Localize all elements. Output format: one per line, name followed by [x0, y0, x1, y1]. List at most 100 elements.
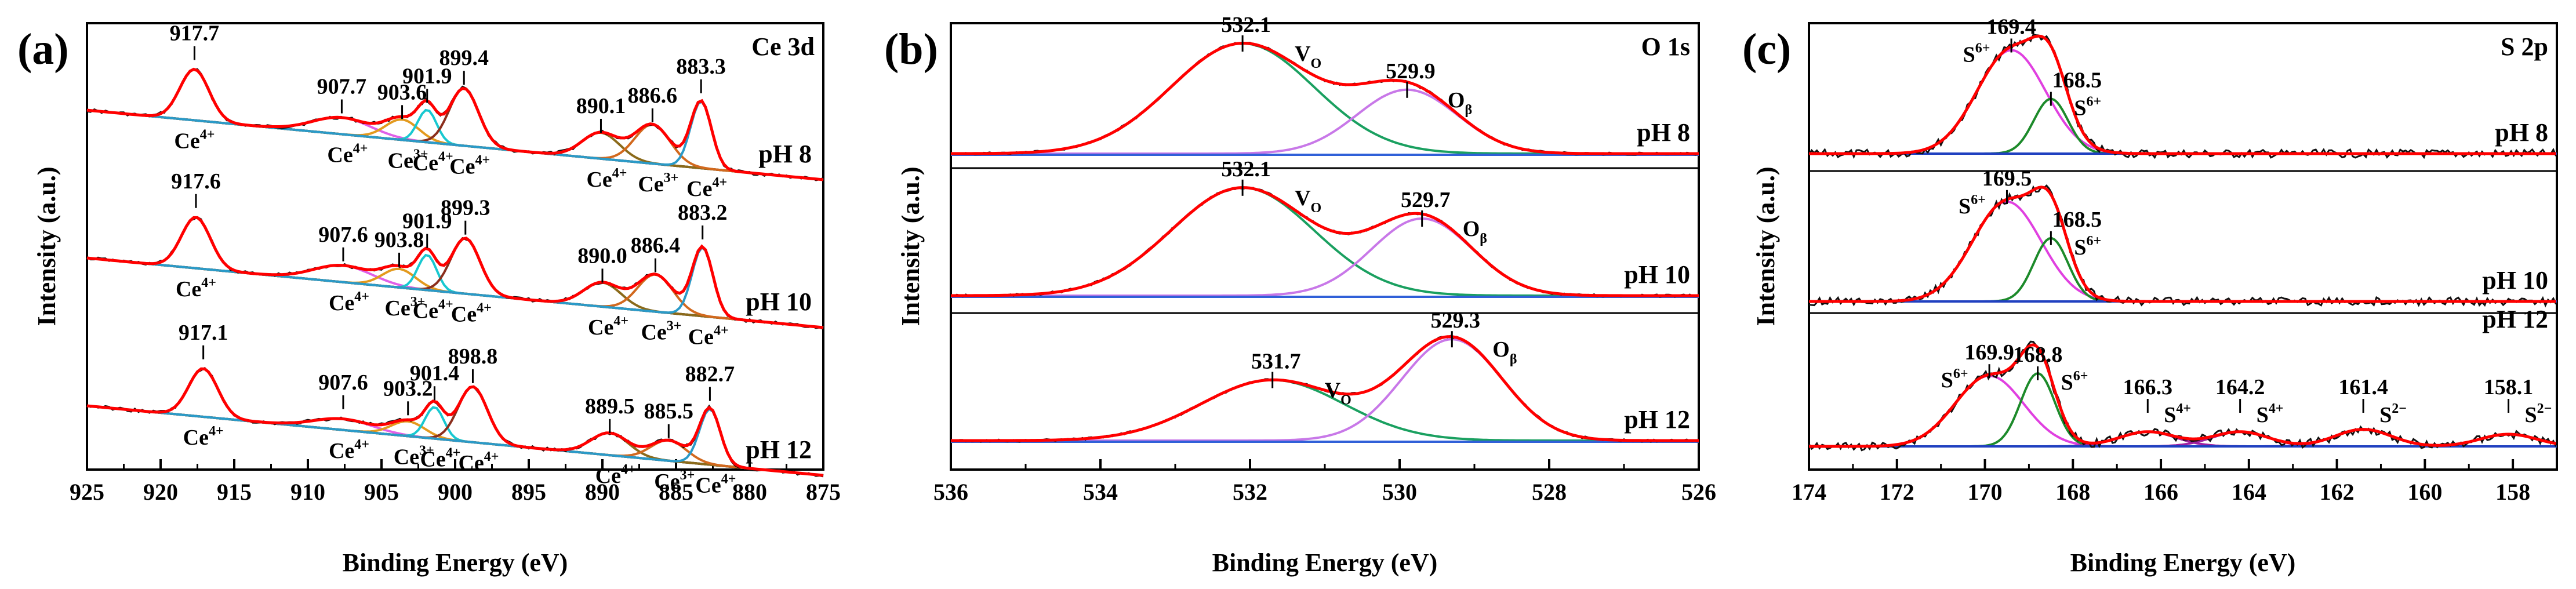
- panel-c-component-peak: [1809, 49, 2556, 155]
- panel-c-ph-label: pH 10: [2482, 266, 2548, 294]
- panel-b-tick-label: 534: [1083, 479, 1118, 505]
- panel-b-envelope: [950, 186, 1699, 297]
- panel-c-raw-data: [1808, 33, 2557, 159]
- panel-a-peak-label: 890.0: [577, 243, 627, 268]
- panel-a-species-label: Ce4+: [458, 449, 499, 475]
- panel-c-peak-label: 168.5: [2052, 68, 2102, 93]
- panel-b-ph-label: pH 10: [1624, 260, 1690, 289]
- panel-a-envelope: [86, 367, 824, 477]
- panel-a-species-label: Ce4+: [449, 152, 490, 179]
- panel-c-peak-label: 169.4: [1986, 15, 2036, 39]
- panel-a-peak-label: 890.1: [576, 94, 626, 118]
- panel-c-component-peak: [1809, 237, 2556, 303]
- panel-a-species-label: Ce4+: [586, 166, 627, 192]
- panel-a-species-label: Ce4+: [420, 446, 460, 472]
- panel-c-tick-label: 160: [2407, 479, 2442, 505]
- panel-a-species-label: Ce3+: [638, 170, 678, 197]
- panel-b-tick-label: 526: [1681, 479, 1716, 505]
- panel-b-tick-label: 528: [1532, 479, 1567, 505]
- panel-c-component-peak: [1809, 97, 2556, 155]
- panel-c-ph-label: pH 12: [2482, 305, 2548, 333]
- panel-a-tick-label: 900: [438, 479, 473, 505]
- panel-a-peak-label: 899.3: [441, 196, 491, 220]
- panel-a-peak-label: 899.4: [439, 46, 489, 70]
- panel-a-ce3d: 925 920 915 910 905 900 895 890 885 880 875 917.7 Ce…: [17, 21, 841, 577]
- panel-b-series-1: 532.1 VO 529.9 Oβ pH 8: [950, 13, 1699, 156]
- panel-a-species-label: Ce4+: [413, 297, 453, 323]
- panel-a-species-label: Ce3+: [394, 443, 434, 469]
- panel-b-label: (b): [884, 25, 938, 74]
- panel-c-species-label: S2−: [2525, 401, 2552, 427]
- panel-c-title: S 2p: [2501, 32, 2548, 61]
- panel-c-species-label: S6+: [2061, 369, 2088, 395]
- panel-a-species-label: Ce4+: [695, 472, 736, 498]
- panel-a-species-label: Ce4+: [413, 149, 453, 175]
- panel-a-tick-label: 915: [217, 479, 252, 505]
- panel-c-component-peak: [1809, 200, 2556, 303]
- panel-a-ph-label: pH 8: [758, 140, 812, 168]
- panel-c-plot-area: 174 172 170 168 166 164 162 160 158169.4S6+168.5…: [1792, 15, 2558, 505]
- panel-a-peak-label: 901.9: [402, 209, 452, 234]
- panel-a-peak-label: 882.7: [685, 362, 735, 387]
- panel-c-peak-label: 168.5: [2052, 208, 2102, 232]
- panel-a-peak-label: 885.5: [644, 399, 694, 424]
- panel-a-peak-label: 883.3: [676, 54, 726, 79]
- panel-c-peak-label: 166.3: [2123, 375, 2173, 399]
- panel-c-label: (c): [1742, 25, 1791, 74]
- panel-c-tick-label: 158: [2495, 479, 2530, 505]
- panel-a-tick-label: 885: [659, 479, 693, 505]
- panel-b-obeta-label: Oβ: [1448, 88, 1472, 118]
- panel-c-species-label: S4+: [2257, 401, 2284, 427]
- panel-a-peak-label: 898.8: [448, 344, 498, 369]
- panel-b-obeta-component: [951, 217, 1699, 297]
- panel-a-peak-label: 917.7: [170, 21, 220, 46]
- panel-a-ph-label: pH 12: [746, 435, 812, 464]
- panel-a-species-label: Ce4+: [176, 275, 216, 301]
- panel-c-envelope: [1809, 186, 2556, 303]
- panel-b-series-2: 532.1 VO 529.7 Oβ pH 10: [950, 157, 1699, 298]
- panel-a-species-label: Ce4+: [174, 128, 215, 154]
- panel-a-series-3: 917.1 Ce4+ 907.6 Ce4+ 903.2 Ce3+ 901.4 Ce4+ 898.…: [86, 321, 824, 498]
- panel-c-s2p: 174 172 170 168 166 164 162 160 158169.4S6+168.5…: [1742, 15, 2558, 577]
- panel-a-peak-label: 889.5: [585, 394, 635, 419]
- panel-c-species-label: S2−: [2379, 401, 2407, 427]
- panel-a-species-label: Ce3+: [641, 319, 681, 345]
- panel-b-vo-label: VO: [1325, 379, 1351, 408]
- panel-a-peak-label: 917.1: [179, 321, 228, 345]
- panel-a-species-label: Ce3+: [384, 294, 425, 321]
- panel-b-peak-label: 532.1: [1221, 157, 1271, 181]
- panel-b-tick-label: 530: [1382, 479, 1417, 505]
- panel-a-xlabel: Binding Energy (eV): [343, 548, 568, 577]
- panel-c-peak-label: 168.8: [2013, 343, 2063, 367]
- panel-a-peak-label: 886.6: [628, 83, 678, 108]
- panel-a-peak-label: 903.6: [377, 80, 427, 104]
- panel-b-xlabel: Binding Energy (eV): [1212, 548, 1438, 577]
- panel-c-series-2: 169.5S6+168.5S6+pH 10: [1808, 166, 2557, 308]
- panel-a-peak-label: 901.4: [410, 361, 460, 386]
- panel-b-peak-label: 531.7: [1251, 350, 1301, 374]
- panel-a-plot-area: 925 920 915 910 905 900 895 890 885 880 875 917.7 Ce…: [70, 21, 841, 505]
- panel-b-peak-label: 529.9: [1386, 59, 1436, 83]
- panel-a-peak-label: 907.6: [318, 223, 368, 247]
- panel-a-species-label: Ce4+: [451, 301, 492, 327]
- panel-a-tick-label: 875: [806, 479, 841, 505]
- panel-b-raw-data: [950, 186, 1699, 298]
- panel-c-species-label: S4+: [2164, 401, 2191, 427]
- panel-a-tick-label: 910: [290, 479, 325, 505]
- panel-c-frame: [1808, 22, 2558, 471]
- panel-c-peak-label: 169.9: [1964, 340, 2014, 365]
- panel-a-peak-label: 903.8: [375, 228, 424, 252]
- panel-a-envelope: [86, 67, 824, 181]
- panel-c-raw-data: [1808, 340, 2557, 452]
- panel-c-ylabel: Intensity (a.u.): [1752, 166, 1780, 326]
- panel-b-vo-label: VO: [1295, 186, 1321, 216]
- panel-a-peak-label: 901.9: [402, 64, 452, 88]
- panel-c-tick-label: 172: [1880, 479, 1914, 505]
- panel-a-species-label: Ce4+: [329, 437, 369, 463]
- panel-b-title: O 1s: [1641, 32, 1690, 61]
- panel-a-species-label: Ce4+: [183, 424, 224, 450]
- panel-c-tick-label: 174: [1792, 479, 1826, 505]
- panel-c-species-label: S6+: [1959, 192, 1986, 219]
